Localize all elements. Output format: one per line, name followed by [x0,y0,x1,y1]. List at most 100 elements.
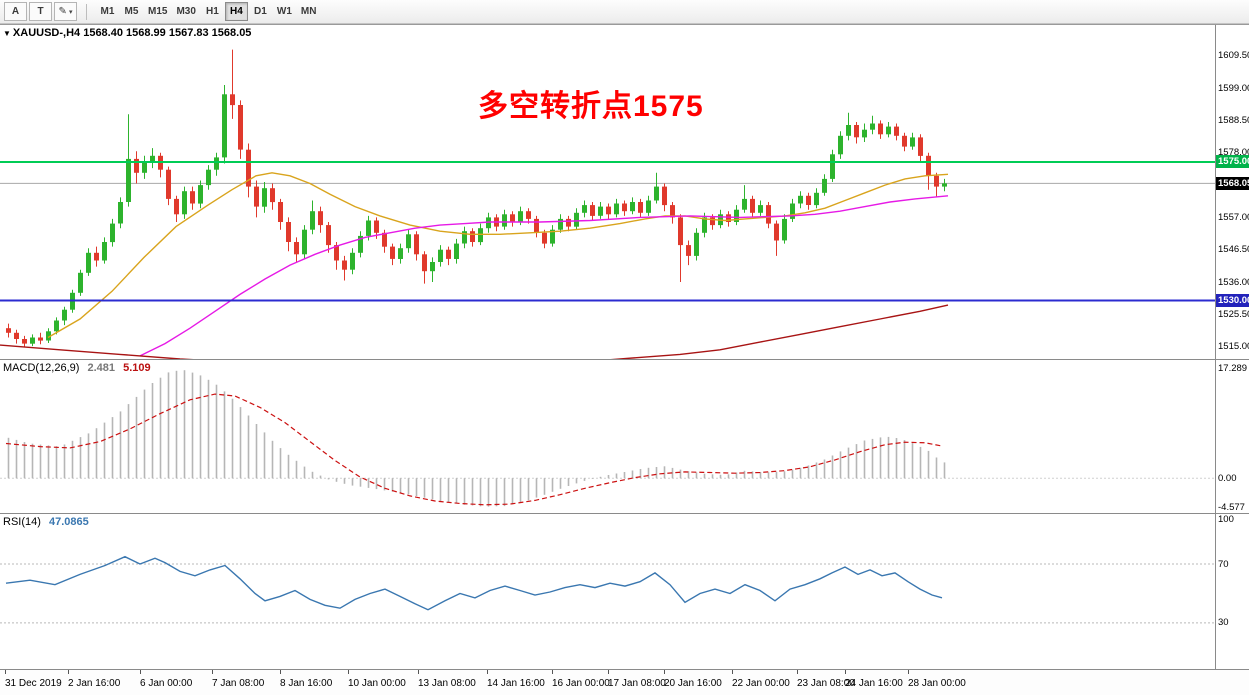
timeframe-button-m5[interactable]: M5 [124,6,139,17]
panel-resize-handle[interactable] [0,510,1249,516]
time-axis-label: 31 Dec 2019 [5,678,62,689]
macd-axis[interactable]: 17.289 0.00 -4.577 [1215,360,1249,513]
time-axis-label: 17 Jan 08:00 [608,678,666,689]
time-axis-label: 20 Jan 16:00 [664,678,722,689]
symbol-ohlc-text: XAUUSD-,H4 1568.40 1568.99 1567.83 1568.… [12,27,252,39]
caret-down-icon: ▾ [68,8,73,16]
drawing-color-tool-button[interactable]: ✎ ▾ [54,2,77,21]
ma-slow-line [0,304,949,359]
price-badge: 1530.00 [1216,294,1249,307]
macd-histogram [7,370,946,507]
time-tick [845,670,846,674]
rsi-canvas[interactable] [0,514,1215,669]
price-annotation-text[interactable]: 多空转折点1575 [478,90,704,123]
price-axis-label: 1546.50 [1218,244,1249,256]
main-chart-panel: ▼ XAUUSD-,H4 1568.40 1568.99 1567.83 1568… [0,25,1249,359]
time-axis-label: 2 Jan 16:00 [68,678,121,689]
time-tick [348,670,349,674]
label-tool-label: T [37,6,44,17]
chart-area: ▼ XAUUSD-,H4 1568.40 1568.99 1567.83 1568… [0,24,1249,695]
rsi-value: 47.0865 [48,516,89,528]
time-tick [140,670,141,674]
time-axis-label: 23 Jan 08:00 [797,678,855,689]
price-axis-label: 1609.50 [1218,50,1249,62]
time-axis-label: 14 Jan 16:00 [487,678,545,689]
time-tick [608,670,609,674]
time-tick [418,670,419,674]
time-tick [908,670,909,674]
rsi-axis-label: 70 [1218,558,1229,570]
macd-value-signal: 5.109 [123,362,151,374]
rsi-header: RSI(14) 47.0865 [3,516,89,528]
time-axis-label: 10 Jan 00:00 [348,678,406,689]
time-axis-label: 13 Jan 08:00 [418,678,476,689]
text-tool-label: A [11,6,20,17]
timeframe-button-m1[interactable]: M1 [100,6,115,17]
price-badge: 1575.00 [1216,155,1249,169]
macd-panel: MACD(12,26,9) 2.481 5.109 17.289 0.00 -4.5… [0,359,1249,513]
price-axis-label: 1557.00 [1218,211,1249,223]
price-axis-label: 1515.00 [1218,341,1249,353]
macd-axis-label: 0.00 [1218,472,1237,484]
time-axis-label: 28 Jan 00:00 [908,678,966,689]
toolbar-separator [86,3,87,20]
rsi-panel: RSI(14) 47.0865 100 70 30 [0,513,1249,669]
time-tick [664,670,665,674]
ma-fast-line [47,172,949,339]
macd-plot[interactable]: MACD(12,26,9) 2.481 5.109 [0,360,1215,513]
price-axis[interactable]: 1609.501599.001588.501578.001567.501557.… [1215,25,1249,359]
time-tick [732,670,733,674]
macd-axis-label: -4.577 [1218,501,1245,513]
timeframe-button-mn[interactable]: MN [300,6,317,17]
macd-axis-label: 17.289 [1218,363,1248,375]
rsi-axis-label: 100 [1218,514,1234,526]
time-tick [797,670,798,674]
text-annotation-tool-button[interactable]: A [4,2,27,21]
timeframe-button-w1[interactable]: W1 [276,6,292,17]
price-axis-label: 1525.50 [1218,308,1249,320]
main-chart-plot[interactable]: ▼ XAUUSD-,H4 1568.40 1568.99 1567.83 1568… [0,25,1215,359]
rsi-line [5,555,943,611]
symbol-ohlc-header: ▼ XAUUSD-,H4 1568.40 1568.99 1567.83 1568… [3,27,251,39]
macd-header: MACD(12,26,9) 2.481 5.109 [3,362,151,374]
price-badge: 1568.05 [1216,176,1249,190]
price-axis-label: 1578.00 [1218,147,1249,159]
label-tool-button[interactable]: T [29,2,52,21]
time-axis-label: 24 Jan 16:00 [845,678,903,689]
price-axis-label: 1599.00 [1218,82,1249,94]
price-axis-label: 1536.00 [1218,276,1249,288]
time-axis[interactable]: 31 Dec 2019 2 Jan 16:00 6 Jan 00:00 7 Jan 0… [0,669,1249,695]
time-tick [68,670,69,674]
timeframe-button-h1[interactable]: H1 [206,6,219,17]
rsi-axis-label: 30 [1218,617,1229,629]
rsi-name: RSI(14) [3,516,41,528]
pencil-icon: ✎ [58,6,67,17]
timeframe-button-group: M1 M5 M15 M30 H1 H4 D1 W1 MN [96,2,320,21]
rsi-plot[interactable]: RSI(14) 47.0865 [0,514,1215,669]
dropdown-arrow-icon[interactable]: ▼ [3,29,11,38]
time-axis-label: 8 Jan 16:00 [280,678,333,689]
timeframe-button-m15[interactable]: M15 [148,6,168,17]
timeframe-button-m30[interactable]: M30 [176,6,196,17]
macd-name: MACD(12,26,9) [3,362,80,374]
time-tick [487,670,488,674]
time-tick [5,670,6,674]
macd-canvas[interactable] [0,360,1215,513]
rsi-axis[interactable]: 100 70 30 [1215,514,1249,669]
price-axis-label: 1588.50 [1218,114,1249,126]
ma-mid-line [139,195,949,357]
time-axis-label: 6 Jan 00:00 [140,678,193,689]
time-tick [552,670,553,674]
panel-resize-handle[interactable] [0,356,1249,362]
time-tick [280,670,281,674]
time-axis-label: 7 Jan 08:00 [212,678,265,689]
macd-value-main: 2.481 [87,362,116,374]
timeframe-button-h4[interactable]: H4 [224,2,248,21]
time-axis-label: 22 Jan 00:00 [732,678,790,689]
time-tick [212,670,213,674]
toolbar: A T ✎ ▾ M1 M5 M15 M30 H1 H4 D1 W1 MN [0,0,1249,24]
main-chart-canvas[interactable] [0,25,1215,359]
time-axis-label: 16 Jan 00:00 [552,678,610,689]
timeframe-button-d1[interactable]: D1 [254,6,267,17]
